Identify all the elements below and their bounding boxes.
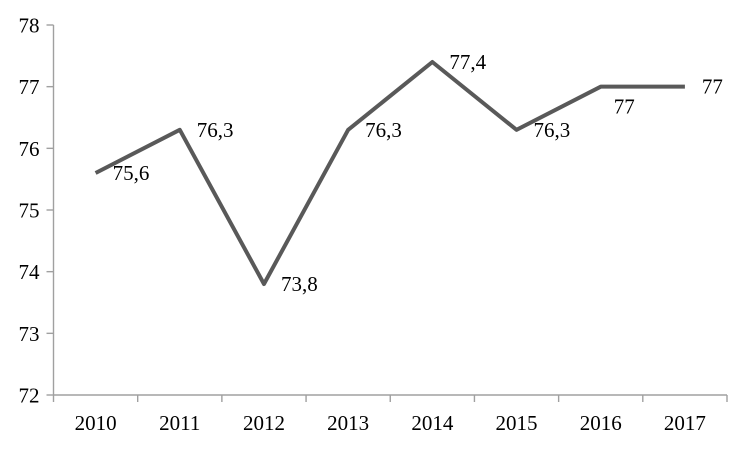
y-axis-tick-label: 74 (19, 260, 41, 284)
x-axis-tick-label: 2017 (664, 411, 706, 435)
data-point-label: 77 (614, 95, 635, 119)
data-point-label: 76,3 (197, 118, 234, 142)
data-point-label: 77 (702, 75, 723, 99)
y-axis-tick-label: 73 (19, 322, 40, 346)
x-axis-tick-label: 2012 (243, 411, 285, 435)
y-axis-tick-label: 75 (19, 199, 40, 223)
x-axis-tick-label: 2011 (159, 411, 200, 435)
y-axis-tick-label: 76 (19, 137, 40, 161)
y-axis-tick-label: 78 (19, 14, 40, 38)
data-point-label: 77,4 (449, 50, 486, 74)
data-point-label: 73,8 (281, 272, 318, 296)
x-axis-tick-label: 2016 (580, 411, 622, 435)
y-axis-tick-label: 77 (19, 75, 40, 99)
y-axis-tick-label: 72 (19, 384, 40, 408)
x-axis-tick-label: 2010 (75, 411, 117, 435)
data-point-label: 75,6 (113, 161, 150, 185)
series-line (94, 60, 685, 286)
data-point-label: 76,3 (365, 118, 402, 142)
data-point-label: 76,3 (534, 118, 571, 142)
x-axis-tick-label: 2015 (496, 411, 538, 435)
x-axis-tick-label: 2014 (411, 411, 454, 435)
x-axis-tick-label: 2013 (327, 411, 369, 435)
